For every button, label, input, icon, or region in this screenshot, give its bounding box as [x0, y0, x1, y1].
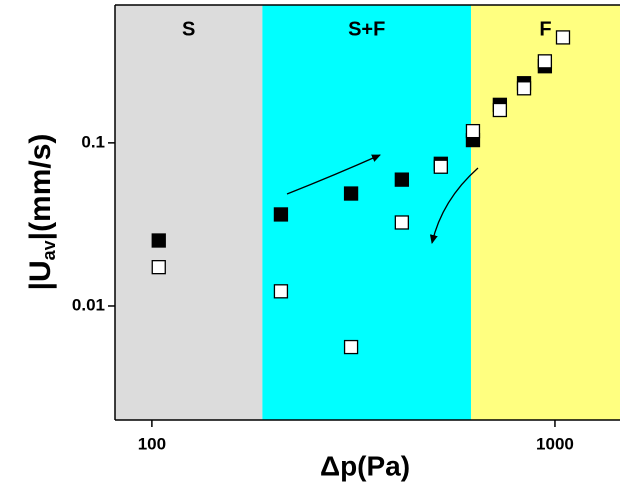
arrow: [286, 154, 381, 195]
region: [262, 5, 471, 420]
point: [394, 215, 409, 230]
point: [343, 186, 359, 201]
point: [151, 233, 166, 248]
point: [555, 30, 571, 45]
x-tick-label: 1000: [536, 434, 574, 453]
point: [394, 172, 409, 187]
point: [537, 54, 553, 69]
region-label: F: [539, 18, 551, 40]
x-tick-label: 100: [138, 434, 166, 453]
y-axis-label: |Uav|(mm/s): [24, 134, 59, 291]
point: [273, 207, 289, 222]
x-axis-label: Δp(Pa): [320, 450, 410, 481]
point: [343, 339, 359, 355]
arrow: [429, 167, 479, 244]
point: [273, 284, 289, 299]
region-label: S: [182, 18, 195, 40]
point: [151, 259, 166, 275]
point: [516, 81, 532, 96]
y-tick-label: 0.1: [81, 132, 105, 151]
point: [492, 102, 508, 118]
region: [115, 5, 263, 420]
y-tick-label: 0.01: [72, 295, 105, 314]
region: [470, 5, 620, 420]
point: [465, 123, 481, 139]
point: [433, 159, 448, 174]
region-label: S+F: [348, 18, 385, 40]
